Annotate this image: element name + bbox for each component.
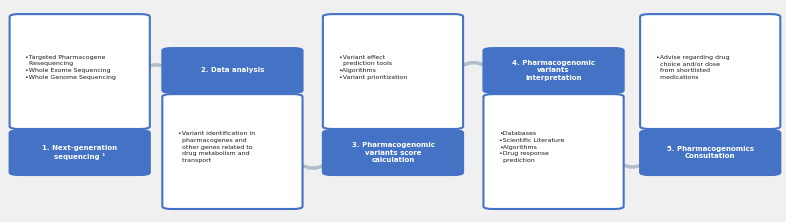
FancyBboxPatch shape xyxy=(640,130,780,175)
FancyBboxPatch shape xyxy=(163,48,303,93)
FancyBboxPatch shape xyxy=(9,130,150,175)
Text: 1. Next-generation
sequencing ¹: 1. Next-generation sequencing ¹ xyxy=(42,145,117,160)
FancyBboxPatch shape xyxy=(323,130,463,175)
FancyBboxPatch shape xyxy=(9,14,150,129)
Text: •Advise regarding drug
  choice and/or dose
  from shortlisted
  medications: •Advise regarding drug choice and/or dos… xyxy=(656,55,729,79)
Text: •Databases
•Scientific Literature
•Algorithms
•Drug response
  prediction: •Databases •Scientific Literature •Algor… xyxy=(499,131,564,163)
Text: 3. Pharmacogenomic
variants score
calculation: 3. Pharmacogenomic variants score calcul… xyxy=(351,142,435,163)
Text: 5. Pharmacogenomics
Consultation: 5. Pharmacogenomics Consultation xyxy=(667,146,754,159)
Text: •Targeted Pharmacogene
  Resequencing
•Whole Exome Sequencing
•Whole Genome Sequ: •Targeted Pharmacogene Resequencing •Who… xyxy=(25,55,116,79)
FancyBboxPatch shape xyxy=(323,14,463,129)
Text: 4. Pharmacogenomic
variants
interpretation: 4. Pharmacogenomic variants interpretati… xyxy=(512,60,595,81)
FancyBboxPatch shape xyxy=(163,94,303,209)
FancyBboxPatch shape xyxy=(640,14,780,129)
FancyBboxPatch shape xyxy=(483,48,623,93)
Text: •Variant identification in
  pharmacogenes and
  other genes related to
  drug m: •Variant identification in pharmacogenes… xyxy=(178,131,255,163)
FancyBboxPatch shape xyxy=(483,94,623,209)
Text: 2. Data analysis: 2. Data analysis xyxy=(200,67,264,73)
Text: •Variant effect
  prediction tools
•Algorithms
•Variant prioritization: •Variant effect prediction tools •Algori… xyxy=(339,55,407,79)
